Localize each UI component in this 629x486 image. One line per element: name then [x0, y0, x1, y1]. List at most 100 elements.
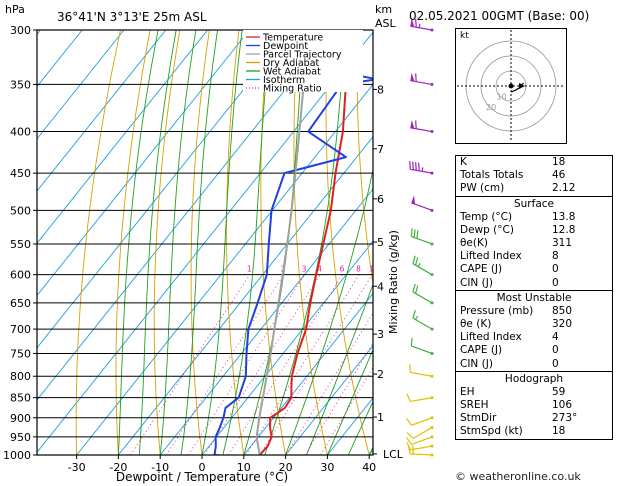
legend-background [243, 30, 363, 92]
wind-barb-flag [406, 393, 411, 402]
surface-label: CIN (J) [460, 276, 493, 289]
series-temperature [258, 30, 360, 455]
wind-barb-dot [430, 416, 434, 420]
wind-barb-flag [415, 18, 417, 28]
surface-row: Dewp (°C) 12.8 [456, 224, 612, 237]
most-unstable-label: θe (K) [460, 318, 492, 331]
surface-value: 12.8 [552, 223, 576, 236]
wet-adiabat-line [326, 348, 373, 455]
dry-adiabat-line [624, 30, 629, 455]
wind-barb-dot [430, 208, 434, 212]
surface-row: Temp (°C) 13.8 [456, 211, 612, 224]
hodograph-ring-label: 20 [486, 103, 496, 112]
index-label: Totals Totals [460, 169, 524, 182]
mixing-ratio-label: 8 [356, 265, 361, 274]
footer-copyright: © weatheronline.co.uk [455, 470, 581, 483]
wind-barb-dot [430, 242, 434, 246]
pressure-tick-label: 300 [10, 24, 31, 37]
wind-barb-dot [430, 453, 434, 457]
pressure-tick-label: 650 [10, 297, 31, 310]
pressure-tick-label: 400 [10, 126, 31, 139]
wind-barb-dot [430, 327, 434, 331]
wind-barb-staff [412, 426, 433, 439]
wind-barb-pennant [410, 119, 415, 129]
legend-label: Wet Adiabat [263, 67, 321, 78]
mixing-ratio-label: 4 [317, 265, 322, 274]
pressure-tick-label: 450 [10, 167, 31, 180]
indices-box: K 18 Totals Totals 46 PW (cm) 2.12 [455, 155, 613, 197]
isotherm-line [37, 30, 334, 401]
most-unstable-value: 0 [552, 357, 559, 370]
grid-lines: 1 2 3 4 6 8 10 15 20 25 [37, 30, 629, 455]
km-tick-label: 1 [377, 411, 384, 424]
wind-barb-half [415, 315, 419, 320]
legend-label: Parcel Trajectory [263, 50, 342, 61]
wind-barb-staff [411, 417, 433, 426]
wind-barb-pennant [410, 72, 415, 82]
pressure-tick-label: 350 [10, 78, 31, 91]
wind-barb-dot [430, 351, 434, 355]
hodograph-unit-label: kt [460, 31, 469, 41]
wind-barb-flag [416, 230, 419, 239]
wind-barb-half [421, 167, 424, 172]
wind-barb-flag [412, 161, 414, 170]
isotherm-line [37, 31, 373, 453]
most-unstable-row: CAPE (J) 0 [456, 344, 612, 357]
wind-barbs [406, 18, 434, 457]
wind-barb-pennant [411, 195, 416, 205]
mixing-ratio-label: 3 [302, 265, 307, 274]
pressure-tick-label: 600 [10, 269, 31, 282]
dry-adiabat-line [190, 30, 210, 455]
wet-adiabat-line [347, 400, 373, 455]
legend-label: Dewpoint [263, 41, 308, 52]
dry-adiabat-line [356, 30, 373, 287]
y-axis-title: Mixing Ratio (g/kg) [387, 230, 400, 334]
pressure-tick-label: 850 [10, 392, 31, 405]
pressure-tick-label: 550 [10, 238, 31, 251]
most-unstable-value: 0 [552, 344, 559, 357]
hodograph-stat-value: 106 [552, 399, 573, 412]
mixing-ratio-line [187, 274, 306, 455]
wind-barb-staff [410, 127, 433, 133]
km-label: km [375, 3, 392, 16]
most-unstable-label: CAPE (J) [460, 344, 503, 357]
wind-barb-pennant [410, 18, 415, 27]
mixing-ratio-line [320, 366, 373, 455]
wind-barb-staff [410, 371, 433, 377]
most-unstable-box: Most Unstable Pressure (mb) 850 θe (K) 320 L… [455, 290, 613, 372]
hodograph-stat-row: EH 59 [456, 386, 612, 399]
most-unstable-row: θe (K) 320 [456, 318, 612, 331]
temp-tick-label: -30 [68, 461, 86, 474]
mixing-ratio-label: 1 [247, 265, 252, 274]
index-row: Totals Totals 46 [456, 169, 612, 182]
series-parcel-trajectory [255, 30, 310, 455]
hodograph-stat-value: 59 [552, 385, 566, 398]
wind-barb-flag [406, 418, 412, 426]
chart-grid: 1 2 3 4 6 8 10 15 20 25 [37, 30, 629, 455]
isotherm-line [201, 240, 373, 455]
legend-label: Isotherm [263, 75, 305, 86]
pressure-tick-label: 700 [10, 323, 31, 336]
temp-tick-label: 10 [237, 461, 251, 474]
most-unstable-row: Pressure (mb) 850 [456, 305, 612, 318]
wind-barb-flag [412, 255, 416, 264]
index-row: PW (cm) 2.12 [456, 182, 612, 195]
wind-barb-dot [430, 28, 434, 32]
km-tick-label: 8 [377, 83, 384, 96]
wind-barb-flag [412, 310, 416, 319]
wind-barb-flag [410, 337, 413, 346]
wind-barb-flag [410, 228, 413, 237]
hodograph-stat-label: StmSpd (kt) [460, 425, 523, 438]
hodograph-ring-label: 10 [497, 93, 507, 102]
wind-barb-staff [411, 202, 433, 211]
surface-label: Temp (°C) [460, 210, 513, 223]
wind-barb-flag [415, 120, 417, 129]
most-unstable-row: CIN (J) 0 [456, 358, 612, 371]
asl-label: ASL [375, 17, 397, 30]
index-value: 18 [552, 156, 566, 168]
pressure-tick-label: 750 [10, 347, 31, 360]
mixing-ratio-label: 10 [369, 265, 379, 274]
index-label: K [460, 156, 467, 168]
